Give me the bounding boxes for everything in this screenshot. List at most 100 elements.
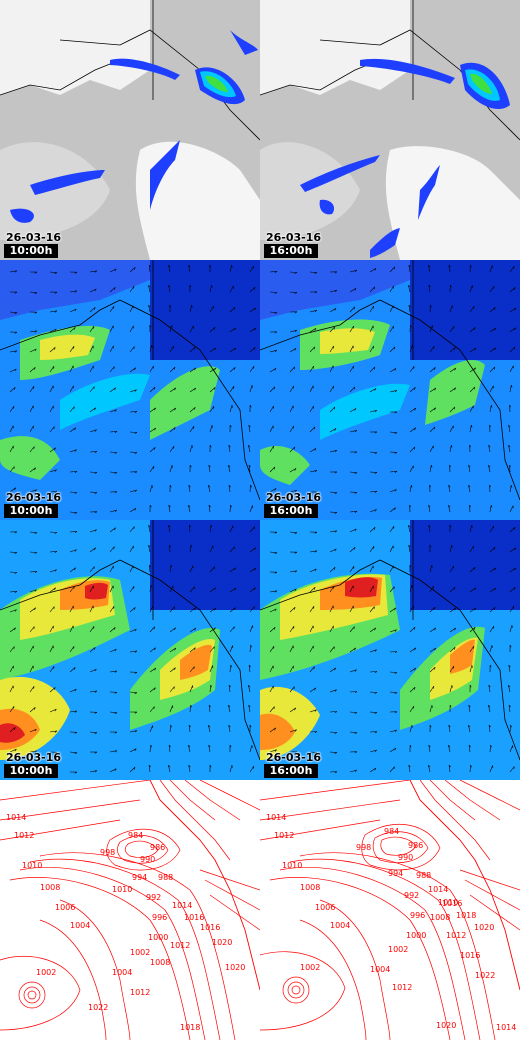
wind-arrow-head: [454, 367, 457, 371]
wind-arrow: [169, 686, 175, 693]
isobar-label: 1008: [300, 883, 320, 892]
wind-arrow: [269, 386, 275, 393]
wind-arrow: [409, 626, 416, 633]
wind-arrow-head: [54, 708, 57, 712]
wind-arrow-head: [174, 367, 176, 370]
wind-arrow: [189, 545, 192, 553]
wind-arrow: [69, 385, 74, 393]
isobar-label: 1004: [330, 921, 350, 930]
wind-arrow-head: [491, 405, 493, 408]
isobar-label: 1002: [36, 968, 56, 977]
wind-arrow-head: [354, 547, 356, 550]
wind-arrow: [409, 427, 416, 433]
gust-map-panel[interactable]: 26-03-16 16:00h: [260, 520, 520, 780]
pressure-map-panel[interactable]: 1014 1012 1010 1008 1006 1004 1002 998 9…: [260, 780, 520, 1040]
wind-arrow-head: [228, 444, 231, 448]
wind-arrow-head: [228, 684, 231, 688]
wind-arrow-head: [509, 464, 512, 468]
wind-arrow-head: [249, 724, 252, 728]
wind-arrow: [429, 585, 434, 593]
wind-arrow-head: [188, 484, 191, 488]
wind-arrow-head: [168, 265, 171, 268]
wind-arrow-head: [334, 771, 338, 774]
pressure-map-panel[interactable]: 1014 1012 1010 1008 1006 1004 1002 998 9…: [0, 780, 260, 1040]
wind-arrow-head: [234, 327, 236, 331]
wind-arrow: [509, 586, 516, 593]
wind-arrow-head: [314, 309, 318, 313]
wind-arrow-head: [154, 427, 156, 431]
wind-arrow-head: [74, 512, 78, 514]
wind-arrow-head: [411, 485, 413, 488]
wind-arrow-head: [134, 389, 137, 392]
wind-arrow: [349, 269, 357, 273]
wind-arrow: [29, 531, 38, 533]
wind-arrow-head: [314, 568, 317, 572]
wind-arrow: [209, 627, 216, 633]
wind-arrow: [428, 525, 431, 533]
wind-arrow: [329, 326, 335, 333]
wind-arrow: [369, 490, 378, 493]
wind-arrow: [209, 545, 214, 553]
pressure-map: 1014 1012 1010 1008 1006 1004 1002 998 9…: [0, 780, 260, 1040]
wind-arrow-head: [14, 331, 18, 334]
wind-arrow-head: [188, 764, 191, 768]
wind-arrow: [149, 585, 152, 593]
wind-arrow: [369, 565, 374, 573]
cloud-map-panel[interactable]: 26-03-16 10:00h: [0, 0, 260, 260]
wind-arrow-head: [114, 750, 118, 753]
wind-arrow: [489, 567, 496, 573]
wind-arrow-head: [234, 367, 236, 370]
wind-arrow-head: [488, 684, 491, 688]
wind-arrow-head: [374, 649, 377, 652]
wind-arrow: [449, 607, 456, 613]
wind-arrow-head: [208, 484, 211, 488]
wind-arrow: [248, 685, 251, 693]
cloud-map-panel[interactable]: 26-03-16 16:00h: [260, 0, 520, 260]
wind-arrow: [269, 425, 274, 433]
wind-arrow-head: [248, 704, 251, 708]
wind-arrow-head: [14, 487, 16, 491]
gust-map-panel[interactable]: 26-03-16 10:00h: [0, 520, 260, 780]
wind-arrow: [89, 491, 98, 493]
wind-arrow-head: [451, 545, 453, 548]
wind-arrow: [249, 625, 253, 633]
wind-arrow-head: [194, 367, 196, 371]
wind-arrow: [349, 386, 356, 393]
wind-arrow: [89, 770, 97, 773]
wind-arrow-head: [313, 346, 315, 350]
wind-arrow-head: [511, 385, 513, 388]
wind-arrow-head: [513, 346, 516, 350]
wind-arrow: [408, 525, 411, 533]
wind-arrow-head: [151, 485, 153, 488]
wind-arrow: [189, 524, 191, 533]
gust-map: [0, 520, 260, 780]
wind-arrow: [229, 645, 233, 653]
wind-arrow: [309, 625, 314, 633]
wind-arrow: [168, 525, 171, 533]
wind-arrow-head: [454, 387, 456, 391]
wind-map-panel[interactable]: 26-03-16 16:00h: [260, 260, 520, 520]
wind-arrow: [189, 325, 194, 333]
wind-map-panel[interactable]: 26-03-16 10:00h: [0, 260, 260, 520]
wind-arrow-head: [293, 366, 295, 370]
wind-arrow: [429, 685, 435, 693]
isobar-label: 1004: [70, 921, 90, 930]
wind-arrow: [488, 685, 491, 693]
wind-arrow: [488, 725, 491, 733]
wind-arrow-head: [253, 606, 255, 610]
wind-arrow: [309, 550, 317, 553]
wind-arrow: [169, 565, 172, 573]
wind-arrow-head: [213, 566, 215, 570]
wind-arrow-head: [213, 646, 215, 650]
wind-arrow: [349, 585, 354, 593]
wind-arrow: [49, 310, 57, 313]
wind-arrow-head: [254, 547, 256, 551]
isobar-label: 1020: [212, 938, 232, 947]
wind-arrow-head: [190, 704, 192, 708]
isobar-label: 1020: [225, 963, 245, 972]
wind-arrow: [49, 730, 57, 733]
wind-arrow: [169, 667, 176, 673]
wind-arrow-head: [489, 484, 492, 488]
wind-arrow-head: [431, 705, 433, 708]
wind-arrow-head: [74, 732, 78, 734]
